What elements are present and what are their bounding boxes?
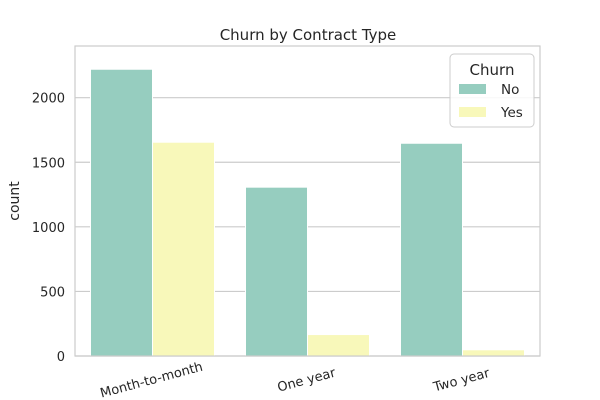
y-tick-label-1000: 1000 xyxy=(32,221,65,236)
y-tick-label-500: 500 xyxy=(40,285,65,300)
y-tick-label-2000: 2000 xyxy=(32,92,65,107)
legend-title: Churn xyxy=(470,61,515,79)
legend-label-yes: Yes xyxy=(500,105,523,121)
y-tick-label-1500: 1500 xyxy=(32,156,65,171)
legend-swatch-no xyxy=(459,84,486,94)
legend-swatch-yes xyxy=(459,107,486,117)
legend: Churn No Yes xyxy=(449,53,535,128)
bar-two-year-yes xyxy=(462,349,525,357)
y-axis-label: count xyxy=(7,181,23,221)
bar-one-year-yes xyxy=(307,334,370,357)
bar-month-to-month-no xyxy=(90,68,153,357)
bar-one-year-no xyxy=(245,186,308,357)
plot-frame xyxy=(74,45,541,357)
y-tick-label-0: 0 xyxy=(57,350,65,365)
bar-two-year-no xyxy=(400,142,463,357)
legend-label-no: No xyxy=(501,82,519,98)
bar-month-to-month-yes xyxy=(152,141,215,357)
bars xyxy=(90,68,525,357)
y-tick-labels: 0 500 1000 1500 2000 xyxy=(32,92,65,365)
chart-title: Churn by Contract Type xyxy=(220,26,397,44)
